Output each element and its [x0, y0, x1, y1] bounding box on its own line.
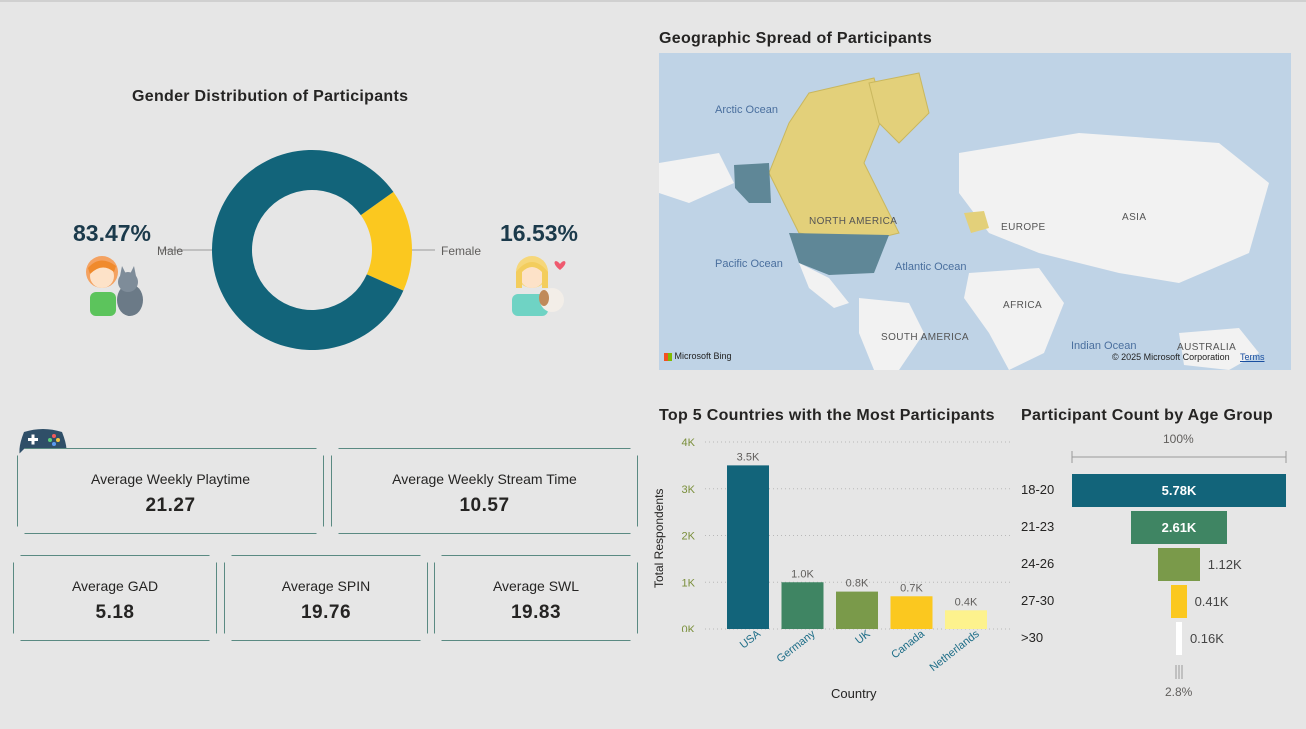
top-border [0, 0, 1306, 2]
bar-canada[interactable] [890, 596, 933, 629]
gender-donut-chart [160, 150, 435, 350]
kpi-label: Average Weekly Playtime [91, 471, 250, 487]
age-group-label: 21-23 [1021, 519, 1055, 534]
funnel-bottom-bracket [1175, 665, 1183, 679]
countries-chart-title: Top 5 Countries with the Most Participan… [659, 407, 995, 424]
female-slice[interactable] [360, 191, 412, 291]
funnel-bar-27-30[interactable] [1171, 585, 1187, 618]
y-tick-label: 3K [682, 484, 696, 496]
age-group-label: >30 [1021, 630, 1044, 645]
map-landmass [659, 72, 1269, 370]
funnel-value-label: 0.41K [1194, 594, 1229, 609]
bar-uk[interactable] [836, 591, 878, 629]
y-tick-label: 4K [682, 437, 696, 449]
x-tick-label: Germany [774, 628, 818, 666]
ocean-label-pacific: Pacific Ocean [715, 258, 783, 270]
microsoft-logo-icon [664, 352, 672, 361]
girl-with-dog-icon [512, 256, 566, 316]
bar-germany[interactable] [781, 582, 824, 629]
continent-label-south-america: SOUTH AMERICA [881, 332, 969, 343]
age-group-label: 27-30 [1021, 593, 1055, 608]
countries-y-axis-title: Total Respondents [652, 488, 666, 588]
funnel-bar->30[interactable] [1176, 622, 1182, 655]
map-copyright: © 2025 Microsoft Corporation [1112, 352, 1230, 362]
kpi-value: 5.18 [95, 602, 135, 623]
continent-label-north-america: NORTH AMERICA [809, 216, 898, 227]
bar-data-label: 0.7K [900, 582, 923, 594]
funnel-value-label: 1.12K [1207, 557, 1242, 572]
continent-label-africa: AFRICA [1003, 300, 1043, 311]
bar-data-label: 0.8K [846, 578, 869, 590]
bar-data-label: 1.0K [791, 568, 814, 580]
kpi-label: Average SWL [492, 578, 580, 594]
boy-with-cat-icon [86, 256, 143, 316]
kpi-card-weekly-stream-time: Average Weekly Stream Time 10.57 [331, 448, 638, 534]
age-group-label: 18-20 [1021, 482, 1055, 497]
bar-data-label: 3.5K [737, 451, 760, 463]
kpi-label: Average GAD [71, 578, 159, 594]
x-tick-label: Canada [889, 628, 927, 662]
y-tick-label: 1K [682, 577, 696, 589]
kpi-card-spin: Average SPIN 19.76 [224, 555, 428, 641]
continent-label-australia: AUSTRALIA [1177, 342, 1237, 353]
geographic-map[interactable]: Arctic Ocean Pacific Ocean Atlantic Ocea… [659, 53, 1291, 370]
female-percentage: 16.53% [500, 220, 579, 246]
bar-usa[interactable] [727, 465, 769, 629]
funnel-bar-24-26[interactable] [1158, 548, 1200, 581]
funnel-value-label: 5.78K [1161, 483, 1197, 498]
kpi-label: Average SPIN [281, 578, 371, 594]
funnel-top-percentage: 100% [1163, 432, 1194, 446]
funnel-bar-21-23[interactable] [1130, 511, 1228, 544]
kpi-value: 21.27 [145, 495, 196, 516]
continent-label-europe: EUROPE [1001, 222, 1046, 233]
kpi-label: Average Weekly Stream Time [392, 471, 577, 487]
age-group-label: 24-26 [1021, 556, 1055, 571]
funnel-bottom-percentage: 2.8% [1165, 685, 1193, 699]
countries-x-axis-title: Country [831, 686, 877, 701]
continent-label-asia: ASIA [1122, 212, 1147, 223]
map-terms-link[interactable]: Terms [1240, 352, 1265, 362]
kpi-card-swl: Average SWL 19.83 [434, 555, 638, 641]
countries-bar-chart: 0K 1K 2K 3K 4K 3.5K 1.0K 0.8K 0.7K 0.4K [682, 437, 1010, 632]
female-label: Female [441, 244, 482, 258]
bar-data-label: 0.4K [955, 596, 978, 608]
male-slice[interactable] [212, 150, 404, 350]
male-percentage: 83.47% [73, 220, 152, 246]
y-tick-label: 2K [682, 531, 696, 543]
age-chart-title: Participant Count by Age Group [1021, 407, 1273, 424]
bar-netherlands[interactable] [945, 610, 987, 629]
male-label: Male [157, 244, 184, 258]
kpi-value: 10.57 [459, 495, 510, 516]
map-title: Geographic Spread of Participants [659, 30, 933, 47]
bing-attribution: Microsoft Bing [664, 351, 732, 361]
gender-chart-title: Gender Distribution of Participants [132, 88, 409, 105]
kpi-card-weekly-playtime: Average Weekly Playtime 21.27 [17, 448, 324, 534]
kpi-card-gad: Average GAD 5.18 [13, 555, 217, 641]
funnel-value-label: 0.16K [1189, 631, 1224, 646]
ocean-label-arctic: Arctic Ocean [715, 104, 778, 116]
ocean-label-indian: Indian Ocean [1071, 340, 1137, 352]
funnel-top-bracket [1071, 451, 1287, 463]
kpi-value: 19.83 [510, 602, 562, 623]
ocean-label-atlantic: Atlantic Ocean [895, 261, 967, 273]
funnel-bar-18-20[interactable] [1072, 474, 1286, 507]
x-tick-label: Netherlands [927, 628, 982, 674]
kpi-value: 19.76 [300, 602, 352, 623]
y-tick-label: 0K [682, 624, 696, 632]
funnel-value-label: 2.61K [1161, 520, 1197, 535]
